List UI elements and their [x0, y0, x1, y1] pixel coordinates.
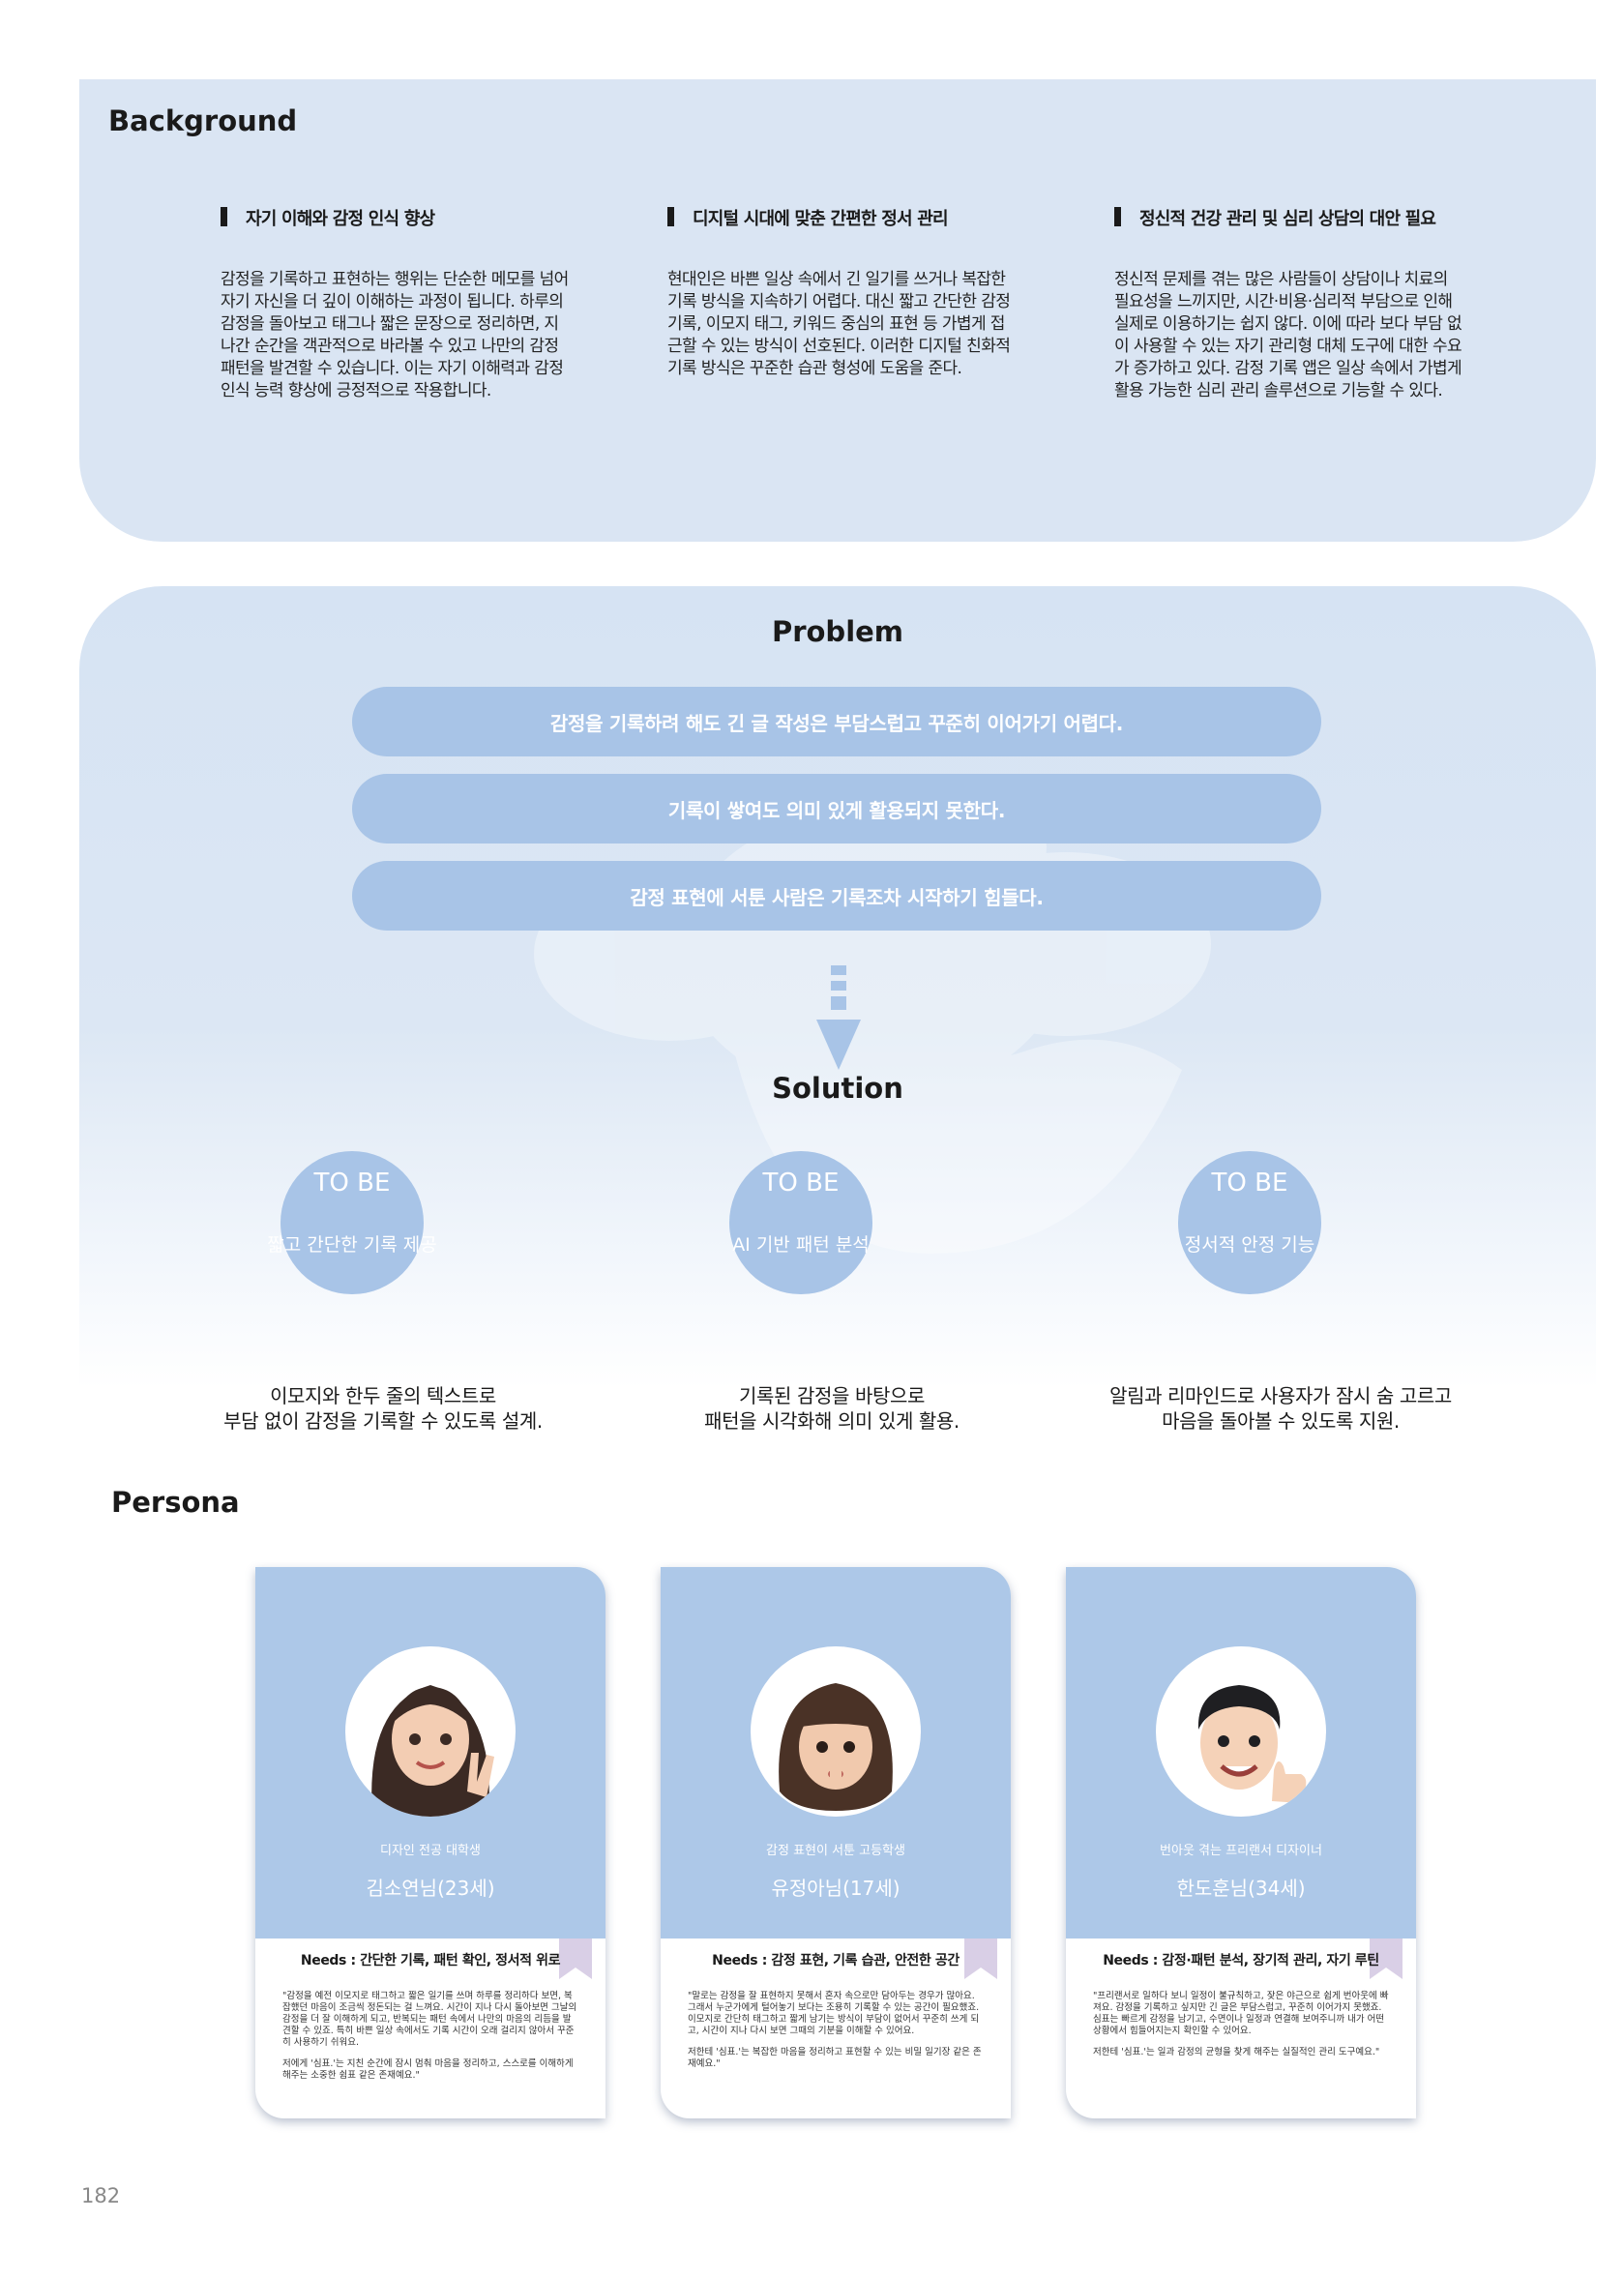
page-number: 182: [81, 2184, 121, 2207]
solution-description-line: 알림과 리마인드로 사용자가 잠시 숨 고르고: [1109, 1384, 1452, 1407]
avatar-man-thumbs-up-icon: [1197, 1685, 1307, 1803]
solution-description-line: 패턴을 시각화해 의미 있게 활용.: [704, 1409, 960, 1433]
persona-quote-paragraph: 저한테 '심표.'는 일과 감정의 균형을 찾게 해주는 실질적인 관리 도구예…: [1093, 2047, 1380, 2057]
persona-needs: Needs : 감정·패턴 분석, 장기적 관리, 자기 루틴: [1103, 1953, 1379, 1968]
avatar-girl-bangs-shush-icon: [779, 1683, 893, 1811]
problem-title: Problem: [771, 615, 904, 648]
solution-description-line: 기록된 감정을 바탕으로: [739, 1384, 925, 1407]
avatar: [751, 1646, 921, 1817]
background-section: Background 자기 이해와 감정 인식 향상 감정을 기록하고 표현하는…: [79, 79, 1596, 542]
persona-quote-paragraph: 저한테 '심표.'는 복잡한 마음을 정리하고 표현할 수 있는 비밀 일기장 …: [688, 2047, 982, 2069]
background-title: Background: [108, 104, 298, 137]
problem-item: 기록이 쌓여도 의미 있게 활용되지 못한다.: [352, 774, 1321, 844]
persona-name: 유정아님(17세): [771, 1877, 901, 1900]
problem-item: 감정을 기록하려 해도 긴 글 작성은 부담스럽고 꾸준히 이어가기 어렵다.: [352, 687, 1321, 756]
persona-role: 디자인 전공 대학생: [380, 1844, 481, 1858]
tobe-label: TO BE: [762, 1169, 840, 1198]
solution-circle-2: TO BE AI 기반 패턴 분석: [729, 1151, 872, 1294]
persona-role: 감정 표현이 서툰 고등학생: [766, 1844, 905, 1858]
background-column-2: 디지털 시대에 맞춘 간편한 정서 관리 현대인은 바쁜 일상 속에서 긴 일기…: [667, 205, 1016, 380]
persona-needs: Needs : 간단한 기록, 패턴 확인, 정서적 위로: [300, 1953, 561, 1968]
persona-quote: "말로는 감정을 잘 표현하지 못해서 혼자 속으로만 담아두는 경우가 많아요…: [688, 1991, 984, 2080]
persona-needs: Needs : 감정 표현, 기록 습관, 안전한 공간: [712, 1953, 960, 1968]
persona-card-2: 감정 표현이 서툰 고등학생 유정아님(17세) Needs : 감정 표현, …: [661, 1567, 1011, 2118]
solution-description-3: 알림과 리마인드로 사용자가 잠시 숨 고르고 마음을 돌아볼 수 있도록 지원…: [1029, 1383, 1532, 1434]
persona-name: 김소연님(23세): [366, 1877, 495, 1900]
solution-circle-1: TO BE 짧고 간단한 기록 제공: [267, 1151, 437, 1294]
persona-quote: "감정을 예전 이모지로 태그하고 짧은 일기를 쓰며 하루를 정리하다 보면,…: [282, 1991, 578, 2091]
tobe-sub: 짧고 간단한 기록 제공: [267, 1234, 437, 1256]
persona-title: Persona: [111, 1486, 240, 1519]
solution-description-line: 이모지와 한두 줄의 텍스트로: [270, 1384, 496, 1407]
solution-title: Solution: [772, 1072, 903, 1105]
solution-description-2: 기록된 감정을 바탕으로 패턴을 시각화해 의미 있게 활용.: [580, 1383, 1083, 1434]
solution-description-line: 부담 없이 감정을 기록할 수 있도록 설계.: [223, 1409, 543, 1433]
solution-circle-3: TO BE 정서적 안정 기능: [1178, 1151, 1321, 1294]
background-column-body: 현대인은 바쁜 일상 속에서 긴 일기를 쓰거나 복잡한 기록 방식을 지속하기…: [667, 270, 1011, 378]
avatar: [345, 1646, 516, 1817]
bookmark-ribbon-icon: [964, 1939, 997, 1979]
bookmark-ribbon-icon: [559, 1939, 592, 1979]
background-column-body: 정신적 문제를 겪는 많은 사람들이 상담이나 치료의 필요성을 느끼지만, 시…: [1114, 270, 1462, 400]
solution-description-1: 이모지와 한두 줄의 텍스트로 부담 없이 감정을 기록할 수 있도록 설계.: [132, 1383, 635, 1434]
background-column-body: 감정을 기록하고 표현하는 행위는 단순한 메모를 넘어 자기 자신을 더 깊이…: [221, 270, 569, 400]
background-column-1: 자기 이해와 감정 인식 향상 감정을 기록하고 표현하는 행위는 단순한 메모…: [221, 205, 569, 402]
arrow-down-icon: [816, 965, 861, 1070]
persona-name: 한도훈님(34세): [1176, 1877, 1306, 1900]
persona-card-1: 디자인 전공 대학생 김소연님(23세) Needs : 간단한 기록, 패턴 …: [255, 1567, 605, 2118]
persona-quote-paragraph: "말로는 감정을 잘 표현하지 못해서 혼자 속으로만 담아두는 경우가 많아요…: [688, 1991, 980, 2036]
tobe-sub: 정서적 안정 기능: [1184, 1234, 1315, 1256]
persona-card-3: 번아웃 겪는 프리랜서 디자이너 한도훈님(34세) Needs : 감정·패턴…: [1066, 1567, 1416, 2118]
background-column-3: 정신적 건강 관리 및 심리 상담의 대안 필요 정신적 문제를 겪는 많은 사…: [1114, 205, 1462, 402]
avatar: [1156, 1646, 1326, 1817]
tobe-label: TO BE: [1211, 1169, 1288, 1198]
problem-item: 감정 표현에 서툰 사람은 기록조차 시작하기 힘들다.: [352, 861, 1321, 931]
problem-solution-section: Problem 감정을 기록하려 해도 긴 글 작성은 부담스럽고 꾸준히 이어…: [79, 586, 1596, 1389]
background-column-heading: 디지털 시대에 맞춘 간편한 정서 관리: [667, 205, 1016, 230]
background-column-heading: 자기 이해와 감정 인식 향상: [221, 205, 569, 230]
persona-quote-paragraph: "프리랜서로 일하다 보니 일정이 불규칙하고, 잦은 야근으로 쉽게 번아웃에…: [1093, 1991, 1389, 2036]
avatar-girl-long-hair-icon: [371, 1685, 494, 1817]
background-column-heading: 정신적 건강 관리 및 심리 상담의 대안 필요: [1114, 205, 1462, 230]
persona-quote: "프리랜서로 일하다 보니 일정이 불규칙하고, 잦은 야근으로 쉽게 번아웃에…: [1093, 1991, 1389, 2068]
bookmark-ribbon-icon: [1370, 1939, 1403, 1979]
persona-role: 번아웃 겪는 프리랜서 디자이너: [1160, 1844, 1322, 1858]
persona-quote-paragraph: "감정을 예전 이모지로 태그하고 짧은 일기를 쓰며 하루를 정리하다 보면,…: [282, 1991, 577, 2048]
tobe-label: TO BE: [313, 1169, 391, 1198]
solution-description-line: 마음을 돌아볼 수 있도록 지원.: [1162, 1409, 1400, 1433]
tobe-sub: AI 기반 패턴 분석: [732, 1234, 870, 1256]
persona-quote-paragraph: 저에게 '심표.'는 지친 순간에 잠시 멈춰 마음을 정리하고, 스스로를 이…: [282, 2058, 574, 2081]
